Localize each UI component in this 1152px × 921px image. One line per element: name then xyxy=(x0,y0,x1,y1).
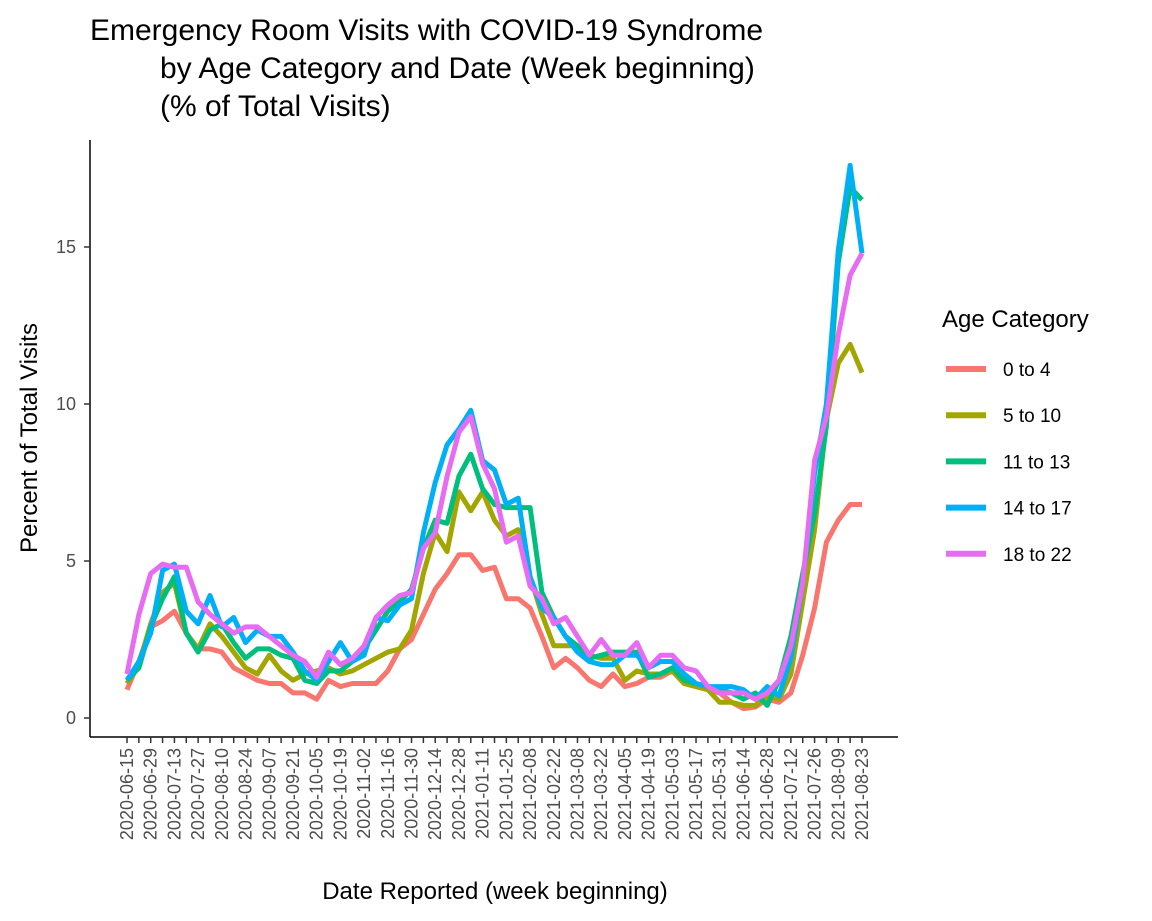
x-tick-label: 2020-06-29 xyxy=(141,748,161,840)
x-tick-label: 2021-07-26 xyxy=(805,748,825,840)
chart-title-line-1: Emergency Room Visits with COVID-19 Synd… xyxy=(90,14,763,47)
x-tick-label: 2021-01-25 xyxy=(496,748,516,840)
x-tick-label: 2020-10-19 xyxy=(330,748,350,840)
legend-title: Age Category xyxy=(942,306,1089,333)
legend-label: 0 to 4 xyxy=(1003,360,1051,381)
legend-label: 11 to 13 xyxy=(1003,452,1070,473)
y-tick-label: 0 xyxy=(66,708,76,728)
series-line-18-to-22 xyxy=(124,252,865,702)
legend-label: 18 to 22 xyxy=(1003,545,1072,566)
x-tick-label: 2021-06-28 xyxy=(757,748,777,840)
legend-label: 14 to 17 xyxy=(1003,499,1072,520)
y-tick-label: 15 xyxy=(56,237,76,257)
x-tick-label: 2021-05-31 xyxy=(710,748,730,840)
x-tick-label: 2021-05-03 xyxy=(662,748,682,840)
x-tick-label: 2020-07-13 xyxy=(164,748,184,840)
x-tick-label: 2020-11-30 xyxy=(402,748,422,839)
series-line-5-to-10 xyxy=(124,341,865,708)
x-tick-label: 2021-01-11 xyxy=(473,748,493,839)
x-tick-label: 2020-09-21 xyxy=(283,748,303,840)
x-tick-label: 2020-07-27 xyxy=(188,748,208,840)
x-tick-label: 2021-07-12 xyxy=(781,748,801,840)
y-tick-label: 5 xyxy=(66,551,76,571)
y-axis-title: Percent of Total Visits xyxy=(16,323,43,553)
y-tick-label: 10 xyxy=(56,394,76,414)
x-tick-label: 2021-08-23 xyxy=(852,748,872,840)
y-axis: 0 5 10 15 xyxy=(56,140,91,737)
series-line-11-to-13 xyxy=(125,184,864,708)
x-axis-title: Date Reported (week beginning) xyxy=(322,878,668,905)
x-tick-label: 2021-04-05 xyxy=(615,748,635,840)
chart-title-line-3: (% of Total Visits) xyxy=(160,90,391,123)
x-tick-label: 2021-04-19 xyxy=(639,748,659,840)
x-tick-label: 2020-08-10 xyxy=(212,748,232,840)
x-tick-label: 2020-12-28 xyxy=(449,748,469,840)
x-tick-label: 2020-08-24 xyxy=(236,748,256,840)
series-lines xyxy=(124,162,865,712)
x-tick-label: 2020-06-15 xyxy=(117,748,137,840)
x-tick-label: 2020-12-14 xyxy=(425,748,445,840)
x-tick-label: 2021-03-22 xyxy=(591,748,611,840)
x-axis: 2020-06-15 2020-06-29 2020-07-13 2020-07-27… xyxy=(90,736,898,840)
x-tick-label: 2021-06-14 xyxy=(733,748,753,840)
x-tick-label: 2020-09-07 xyxy=(259,748,279,840)
x-tick-label: 2020-11-02 xyxy=(354,748,374,839)
x-tick-label: 2021-02-08 xyxy=(520,748,540,840)
legend-label: 5 to 10 xyxy=(1003,406,1061,427)
x-tick-label: 2020-10-05 xyxy=(307,748,327,840)
chart-title: Emergency Room Visits with COVID-19 Synd… xyxy=(90,14,763,123)
x-tick-label: 2021-08-09 xyxy=(828,748,848,840)
x-tick-label: 2020-11-16 xyxy=(378,748,398,839)
chart-title-line-2: by Age Category and Date (Week beginning… xyxy=(160,52,755,85)
series-line-14-to-17 xyxy=(124,162,865,702)
series-line-0-to-4 xyxy=(124,502,862,712)
legend: Age Category 0 to 4 5 to 10 11 to 13 14 to … xyxy=(942,306,1089,566)
x-tick-label: 2021-05-17 xyxy=(686,748,706,840)
x-tick-label: 2021-03-08 xyxy=(567,748,587,840)
x-tick-label: 2021-02-22 xyxy=(544,748,564,840)
